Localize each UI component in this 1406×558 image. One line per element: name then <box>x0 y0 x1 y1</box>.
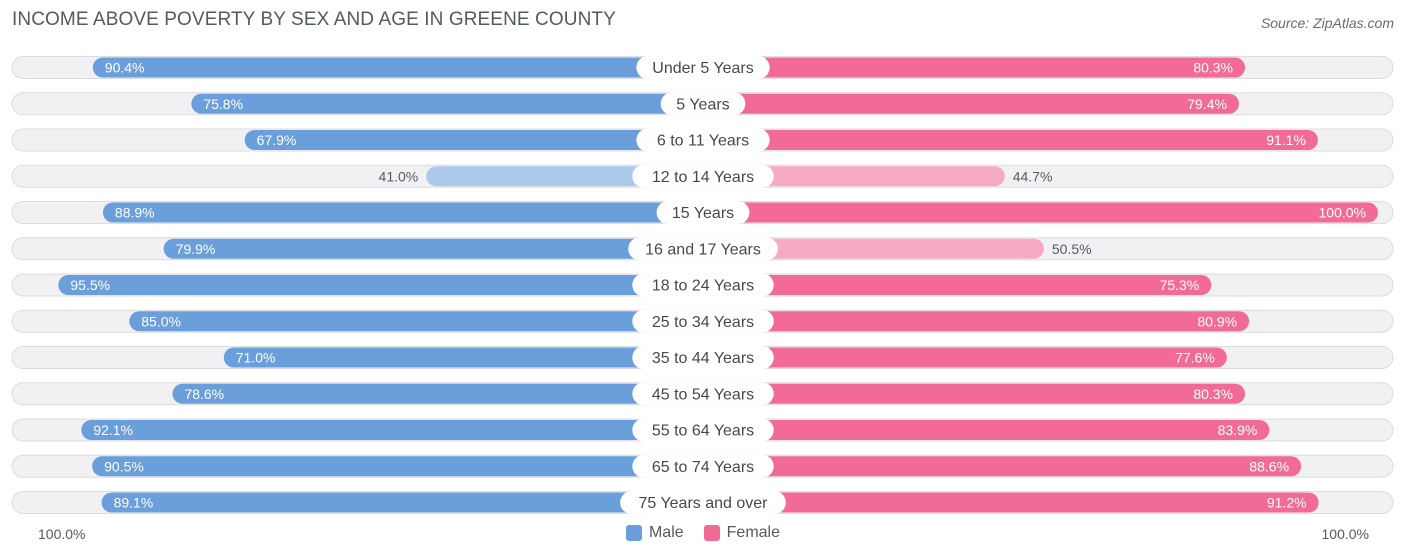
legend: Male Female <box>0 524 1406 542</box>
bar-male <box>191 93 703 114</box>
bar-female <box>703 420 1270 440</box>
data-label-male: 95.5% <box>70 277 110 293</box>
category-pill <box>632 309 774 333</box>
data-label-female: 79.4% <box>1187 96 1227 112</box>
bar-female <box>703 347 1227 368</box>
data-label-male: 90.4% <box>105 60 145 76</box>
category-label: 55 to 64 Years <box>652 423 754 440</box>
category-pill <box>632 346 774 369</box>
data-label-male: 90.5% <box>104 458 144 474</box>
data-label-female: 100.0% <box>1319 205 1366 221</box>
legend-item-female: Female <box>703 524 781 542</box>
bar-male <box>58 275 703 295</box>
bar-female <box>703 166 1005 187</box>
data-label-male: 88.9% <box>115 205 155 221</box>
data-label-female: 83.9% <box>1218 422 1258 438</box>
bar-male <box>172 383 703 404</box>
category-pill <box>636 56 770 79</box>
data-label-male: 92.1% <box>93 422 133 438</box>
legend-swatch-female <box>703 525 720 541</box>
data-label-male: 71.0% <box>236 350 276 366</box>
data-label-female: 50.5% <box>1052 241 1092 257</box>
data-label-female: 91.1% <box>1266 132 1306 148</box>
bar-male <box>102 202 704 223</box>
data-label-male: 41.0% <box>379 168 419 184</box>
data-label-male: 67.9% <box>257 132 297 148</box>
bar-male <box>92 57 704 78</box>
category-label: Under 5 Years <box>652 60 753 77</box>
data-label-female: 80.3% <box>1193 386 1233 402</box>
category-label: 25 to 34 Years <box>652 314 754 331</box>
data-label-female: 88.6% <box>1249 458 1289 474</box>
axis-left-label: 100.0% <box>38 526 86 542</box>
data-label-male: 78.6% <box>184 386 224 402</box>
category-pill <box>632 164 774 188</box>
data-label-male: 85.0% <box>141 313 181 329</box>
bar-male <box>92 456 703 477</box>
data-label-male: 75.8% <box>203 96 243 112</box>
legend-label-female: Female <box>726 524 781 541</box>
chart-title: INCOME ABOVE POVERTY BY SEX AND AGE IN G… <box>12 9 616 30</box>
category-label: 18 to 24 Years <box>652 278 754 295</box>
category-pill <box>632 382 774 406</box>
bar-female <box>703 311 1250 332</box>
data-label-female: 80.3% <box>1193 60 1233 76</box>
category-label: 45 to 54 Years <box>652 386 754 403</box>
bar-female <box>703 456 1302 477</box>
source-label: Source: ZipAtlas.com <box>1260 15 1394 31</box>
legend-label-male: Male <box>648 524 684 541</box>
category-label: 15 Years <box>672 205 734 222</box>
bar-male <box>163 238 704 259</box>
category-label: 12 to 14 Years <box>652 169 754 186</box>
category-label: 5 Years <box>676 96 729 113</box>
bar-female <box>703 492 1319 513</box>
category-label: 16 and 17 Years <box>645 241 761 258</box>
bar-male <box>101 492 703 513</box>
data-label-male: 79.9% <box>176 241 216 257</box>
bar-female <box>703 57 1246 78</box>
bar-male <box>244 130 704 150</box>
legend-item-male: Male <box>625 524 684 542</box>
bar-female <box>703 130 1318 150</box>
bar-female <box>703 275 1212 295</box>
category-pill <box>660 92 746 116</box>
bar-female <box>703 383 1246 404</box>
category-pill <box>632 418 774 442</box>
data-label-female: 77.6% <box>1175 350 1215 366</box>
category-pill <box>656 201 750 224</box>
category-pill <box>636 128 770 152</box>
category-pill <box>620 491 786 514</box>
bar-male <box>81 420 703 440</box>
data-label-male: 89.1% <box>114 495 154 511</box>
data-label-female: 91.2% <box>1267 495 1307 511</box>
category-label: 75 Years and over <box>639 495 769 512</box>
category-pill <box>628 237 778 261</box>
data-label-female: 80.9% <box>1197 313 1237 329</box>
axis-right-label: 100.0% <box>1321 526 1369 542</box>
data-label-female: 44.7% <box>1013 168 1053 184</box>
bar-male <box>129 311 703 332</box>
bar-female <box>703 238 1044 259</box>
data-label-female: 75.3% <box>1160 277 1200 293</box>
category-pill <box>632 273 774 297</box>
bar-female <box>703 93 1239 114</box>
category-pill <box>632 454 774 478</box>
category-label: 65 to 74 Years <box>652 459 754 476</box>
category-label: 6 to 11 Years <box>657 133 749 150</box>
legend-swatch-male <box>625 525 642 541</box>
category-label: 35 to 44 Years <box>652 350 754 367</box>
bar-male <box>223 347 703 368</box>
bar-female <box>703 202 1378 223</box>
